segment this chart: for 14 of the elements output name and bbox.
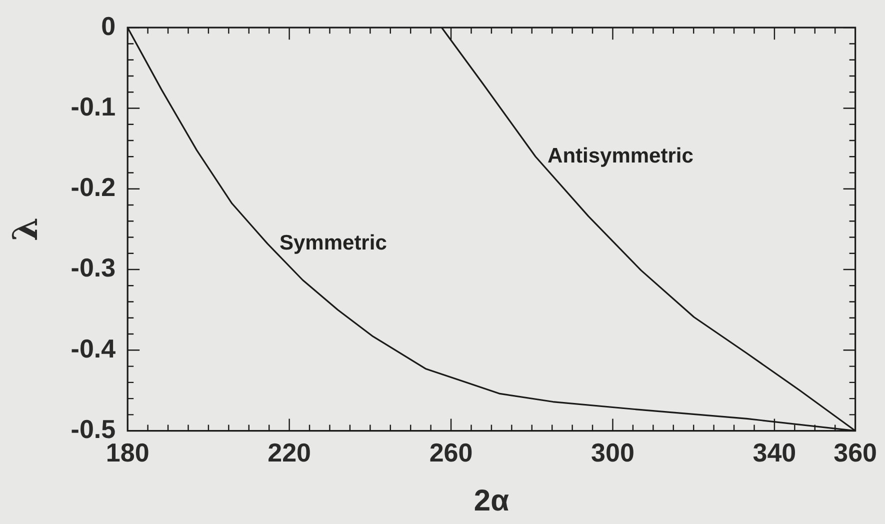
x-tick-label: 340	[752, 438, 796, 468]
x-tick-label: 360	[834, 438, 878, 468]
x-tick-label: 300	[591, 438, 634, 468]
y-tick-label: -0.1	[70, 91, 116, 122]
series-label: Antisymmetric	[548, 144, 694, 168]
x-tick-label: 260	[429, 438, 473, 468]
y-tick-label: -0.3	[70, 252, 116, 283]
series-label: Symmetric	[279, 232, 388, 255]
y-tick-label: -0.4	[70, 333, 116, 364]
y-axis-title: λ	[6, 217, 46, 242]
x-axis-title: 2α	[474, 484, 510, 518]
y-tick-label: 0	[101, 10, 116, 41]
x-tick-label: 220	[268, 438, 312, 468]
y-tick-label: -0.2	[70, 172, 116, 202]
